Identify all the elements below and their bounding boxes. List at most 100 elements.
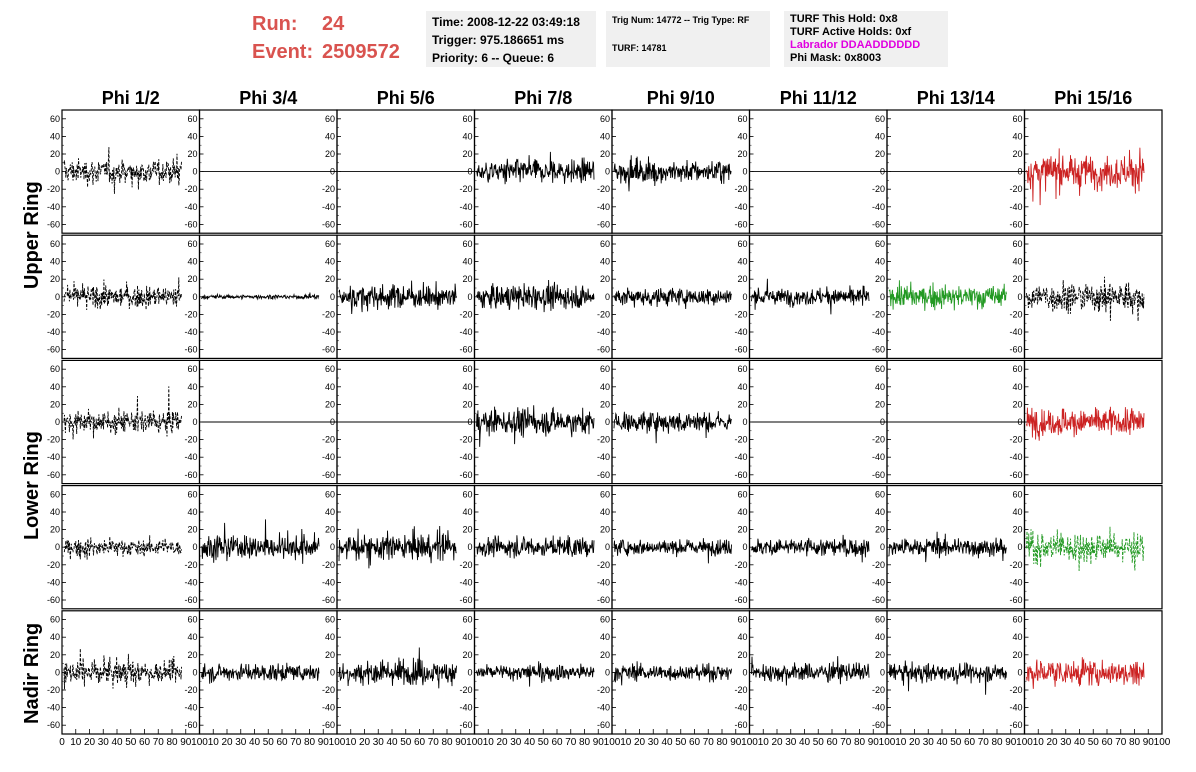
ytick-label: -60 xyxy=(734,470,747,480)
ytick-label: -20 xyxy=(1009,184,1022,194)
ytick-label: 40 xyxy=(875,257,885,267)
ytick-label: 20 xyxy=(875,399,885,409)
ytick-label: -60 xyxy=(1009,470,1022,480)
ytick-label: -60 xyxy=(597,219,610,229)
xtick-label: 70 xyxy=(428,737,440,748)
xtick-label: 100 xyxy=(1016,737,1033,748)
xtick-label: 70 xyxy=(840,737,852,748)
ytick-label: -40 xyxy=(459,452,472,462)
ytick-label: -60 xyxy=(47,470,60,480)
ytick-label: -40 xyxy=(47,703,60,713)
ytick-label: -40 xyxy=(184,202,197,212)
ytick-label: 20 xyxy=(462,650,472,660)
xtick-label: 40 xyxy=(1074,737,1086,748)
ytick-label: -20 xyxy=(1009,685,1022,695)
ytick-label: -60 xyxy=(47,595,60,605)
ytick-label: -20 xyxy=(734,309,747,319)
event-label: Event: xyxy=(252,41,314,63)
ytick-label: 20 xyxy=(462,274,472,284)
xtick-label: 100 xyxy=(1154,737,1171,748)
ytick-label: 20 xyxy=(50,149,60,159)
ytick-label: -40 xyxy=(1009,327,1022,337)
ytick-label: 60 xyxy=(50,364,60,374)
ytick-label: -40 xyxy=(597,452,610,462)
xtick-label: 60 xyxy=(551,737,563,748)
xtick-label: 10 xyxy=(620,737,632,748)
ytick-label: 20 xyxy=(325,399,335,409)
ytick-label: 60 xyxy=(325,114,335,124)
waveform-r4-c5 xyxy=(613,538,732,564)
xtick-label: 60 xyxy=(689,737,701,748)
xtick-label: 70 xyxy=(290,737,302,748)
xtick-label: 20 xyxy=(496,737,508,748)
xtick-label: 100 xyxy=(879,737,896,748)
xtick-label: 20 xyxy=(221,737,233,748)
ytick-label: 0 xyxy=(330,292,335,302)
ytick-label: 0 xyxy=(330,542,335,552)
ytick-label: 60 xyxy=(462,364,472,374)
xtick-label: 50 xyxy=(950,737,962,748)
ytick-label: -40 xyxy=(872,327,885,337)
ytick-label: 20 xyxy=(462,399,472,409)
ytick-label: -40 xyxy=(872,452,885,462)
waveform-r5-c7 xyxy=(888,660,1007,695)
column-header-5: Phi 9/10 xyxy=(647,88,715,108)
ytick-label: -20 xyxy=(597,184,610,194)
xtick-label: 60 xyxy=(826,737,838,748)
ytick-label: -20 xyxy=(734,685,747,695)
xtick-label: 20 xyxy=(634,737,646,748)
xtick-label: 10 xyxy=(70,737,82,748)
ytick-label: -60 xyxy=(47,720,60,730)
ytick-label: 20 xyxy=(875,525,885,535)
ytick-label: 60 xyxy=(875,114,885,124)
xtick-label: 20 xyxy=(909,737,921,748)
ytick-label: 40 xyxy=(737,131,747,141)
ytick-label: -20 xyxy=(47,435,60,445)
ytick-label: -60 xyxy=(1009,595,1022,605)
ytick-label: 0 xyxy=(880,167,885,177)
ytick-label: 20 xyxy=(325,149,335,159)
ytick-label: 20 xyxy=(875,650,885,660)
ytick-label: 0 xyxy=(467,167,472,177)
ytick-label: 20 xyxy=(187,149,197,159)
ytick-label: -60 xyxy=(597,345,610,355)
ytick-label: -60 xyxy=(459,345,472,355)
waveform-r5-c5 xyxy=(613,661,732,686)
ytick-label: 60 xyxy=(187,615,197,625)
ytick-label: -20 xyxy=(459,435,472,445)
ytick-label: -20 xyxy=(184,184,197,194)
turf-active-text: TURF Active Holds: 0xf xyxy=(790,26,912,38)
xtick-label: 90 xyxy=(455,737,467,748)
ytick-label: 20 xyxy=(325,274,335,284)
xtick-label: 80 xyxy=(716,737,728,748)
ytick-label: -60 xyxy=(47,219,60,229)
ytick-label: 20 xyxy=(1012,525,1022,535)
ytick-label: -20 xyxy=(1009,435,1022,445)
ytick-label: 60 xyxy=(600,489,610,499)
ytick-label: 20 xyxy=(187,650,197,660)
ytick-label: -60 xyxy=(459,470,472,480)
ytick-label: -40 xyxy=(47,452,60,462)
ytick-label: -40 xyxy=(184,327,197,337)
ytick-label: 20 xyxy=(187,274,197,284)
waveform-r1-c5 xyxy=(613,155,732,192)
xtick-label: 80 xyxy=(579,737,591,748)
phi-mask-text: Phi Mask: 0x8003 xyxy=(790,52,882,64)
ytick-label: -40 xyxy=(184,452,197,462)
waveform-r4-c2 xyxy=(201,519,320,564)
ytick-label: 0 xyxy=(55,667,60,677)
ytick-label: 20 xyxy=(462,149,472,159)
ytick-label: -40 xyxy=(734,202,747,212)
ytick-label: 40 xyxy=(187,632,197,642)
ytick-label: 40 xyxy=(50,131,60,141)
ytick-label: 60 xyxy=(1012,114,1022,124)
waveform-r2-c2 xyxy=(201,292,320,301)
ytick-label: 60 xyxy=(187,489,197,499)
ytick-label: 40 xyxy=(50,507,60,517)
run-event-box: Run: 24 Event: 2509572 xyxy=(252,10,400,66)
xtick-label: 60 xyxy=(276,737,288,748)
xtick-label: 70 xyxy=(565,737,577,748)
ytick-label: 40 xyxy=(600,131,610,141)
ytick-label: -20 xyxy=(872,309,885,319)
column-header-2: Phi 3/4 xyxy=(239,88,297,108)
